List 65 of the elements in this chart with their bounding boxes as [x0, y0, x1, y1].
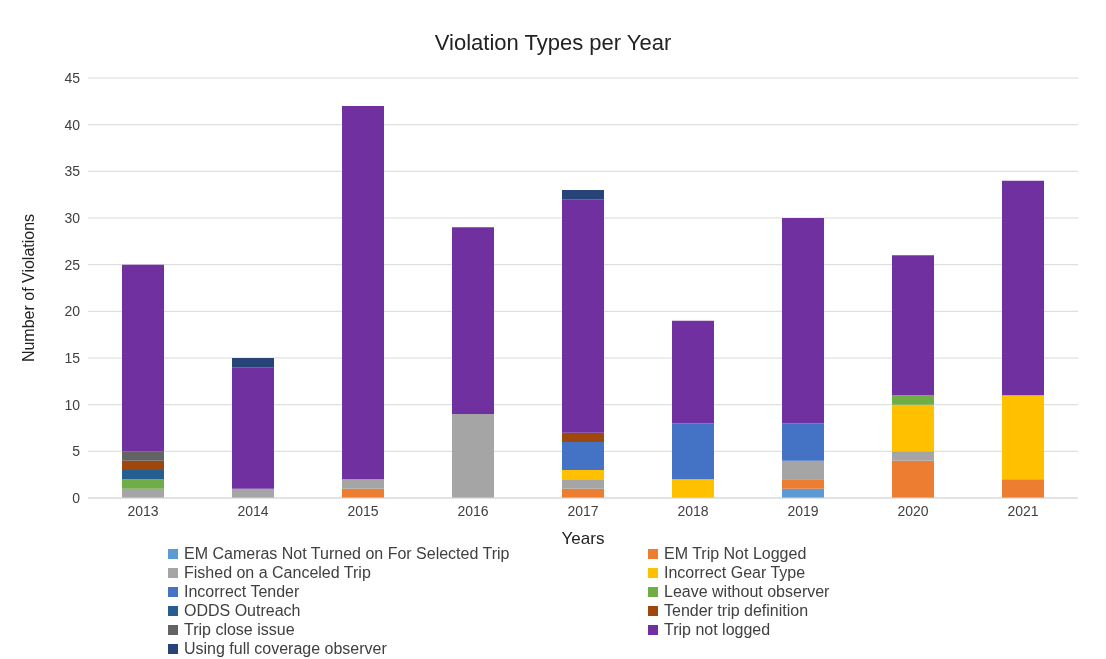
- bar: [562, 442, 604, 470]
- bar: [562, 190, 604, 200]
- bar: [672, 320, 714, 424]
- bar: [342, 106, 384, 480]
- legend-label: EM Cameras Not Turned on For Selected Trip: [184, 544, 510, 563]
- y-tick-label: 5: [72, 443, 81, 460]
- legend-label: Fished on a Canceled Trip: [184, 563, 371, 582]
- legend-label: Tender trip definition: [664, 601, 809, 620]
- x-tick-label: 2019: [787, 502, 819, 519]
- bar: [562, 470, 604, 480]
- bar: [232, 367, 274, 489]
- y-tick-label: 45: [64, 69, 81, 86]
- x-tick-label: 2015: [347, 502, 379, 519]
- bar: [342, 479, 384, 489]
- bar: [672, 479, 714, 498]
- x-axis-title: Years: [561, 529, 605, 548]
- y-axis-title: Number of Violations: [19, 213, 37, 363]
- x-tick-label: 2017: [567, 502, 599, 519]
- y-tick-label: 30: [64, 209, 81, 226]
- legend-label: EM Trip Not Logged: [664, 544, 807, 563]
- x-tick-label: 2020: [897, 502, 929, 519]
- bar: [122, 451, 164, 461]
- bar: [452, 414, 494, 498]
- y-tick-label: 25: [64, 256, 81, 273]
- x-tick-label: 2021: [1007, 502, 1039, 519]
- legend-label: Incorrect Tender: [184, 582, 300, 601]
- bar: [122, 470, 164, 480]
- bar: [782, 479, 824, 489]
- legend-label: Incorrect Gear Type: [664, 563, 806, 582]
- legend-label: Leave without observer: [664, 582, 830, 601]
- x-tick-label: 2013: [127, 502, 159, 519]
- bar: [232, 358, 274, 368]
- y-tick-label: 20: [64, 303, 81, 320]
- bar: [562, 479, 604, 489]
- legend-label: Using full coverage observer: [184, 639, 387, 658]
- bar: [892, 451, 934, 461]
- chart-title: Violation Types per Year: [433, 29, 673, 57]
- y-tick-label: 0: [72, 489, 81, 506]
- legend-label: Trip not logged: [664, 620, 771, 639]
- bar: [562, 432, 604, 442]
- y-tick-label: 40: [64, 116, 81, 133]
- bar: [122, 479, 164, 489]
- bar: [892, 404, 934, 452]
- bar: [782, 460, 824, 480]
- bar: [892, 395, 934, 405]
- bar: [122, 264, 164, 452]
- bar: [672, 423, 714, 480]
- bar: [562, 199, 604, 433]
- legend-label: Trip close issue: [184, 620, 295, 639]
- bar: [892, 460, 934, 498]
- bar: [782, 423, 824, 461]
- bar: [782, 218, 824, 424]
- y-tick-label: 35: [64, 163, 81, 180]
- bar: [1002, 479, 1044, 498]
- x-tick-label: 2016: [457, 502, 489, 519]
- x-tick-label: 2014: [237, 502, 269, 519]
- y-tick-label: 10: [64, 396, 81, 413]
- bar: [452, 227, 494, 414]
- bar: [1002, 180, 1044, 396]
- x-tick-label: 2018: [677, 502, 709, 519]
- y-tick-label: 15: [64, 349, 81, 366]
- bar: [892, 255, 934, 396]
- legend-label: ODDS Outreach: [184, 601, 301, 620]
- bar: [122, 460, 164, 470]
- bar: [1002, 395, 1044, 480]
